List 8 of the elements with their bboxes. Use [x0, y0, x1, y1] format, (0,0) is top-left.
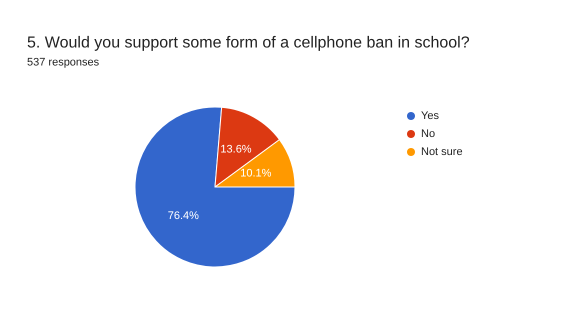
legend-label: Yes	[421, 110, 440, 122]
legend-label: No	[421, 128, 436, 140]
chart-title: 5. Would you support some form of a cellphone ban in school?	[27, 34, 470, 52]
data-label: 76.4%	[168, 210, 200, 222]
legend-label: Not sure	[421, 146, 463, 158]
data-label: 13.6%	[220, 143, 252, 156]
data-label: 10.1%	[240, 168, 272, 180]
chart-subtitle: 537 responses	[27, 56, 100, 68]
